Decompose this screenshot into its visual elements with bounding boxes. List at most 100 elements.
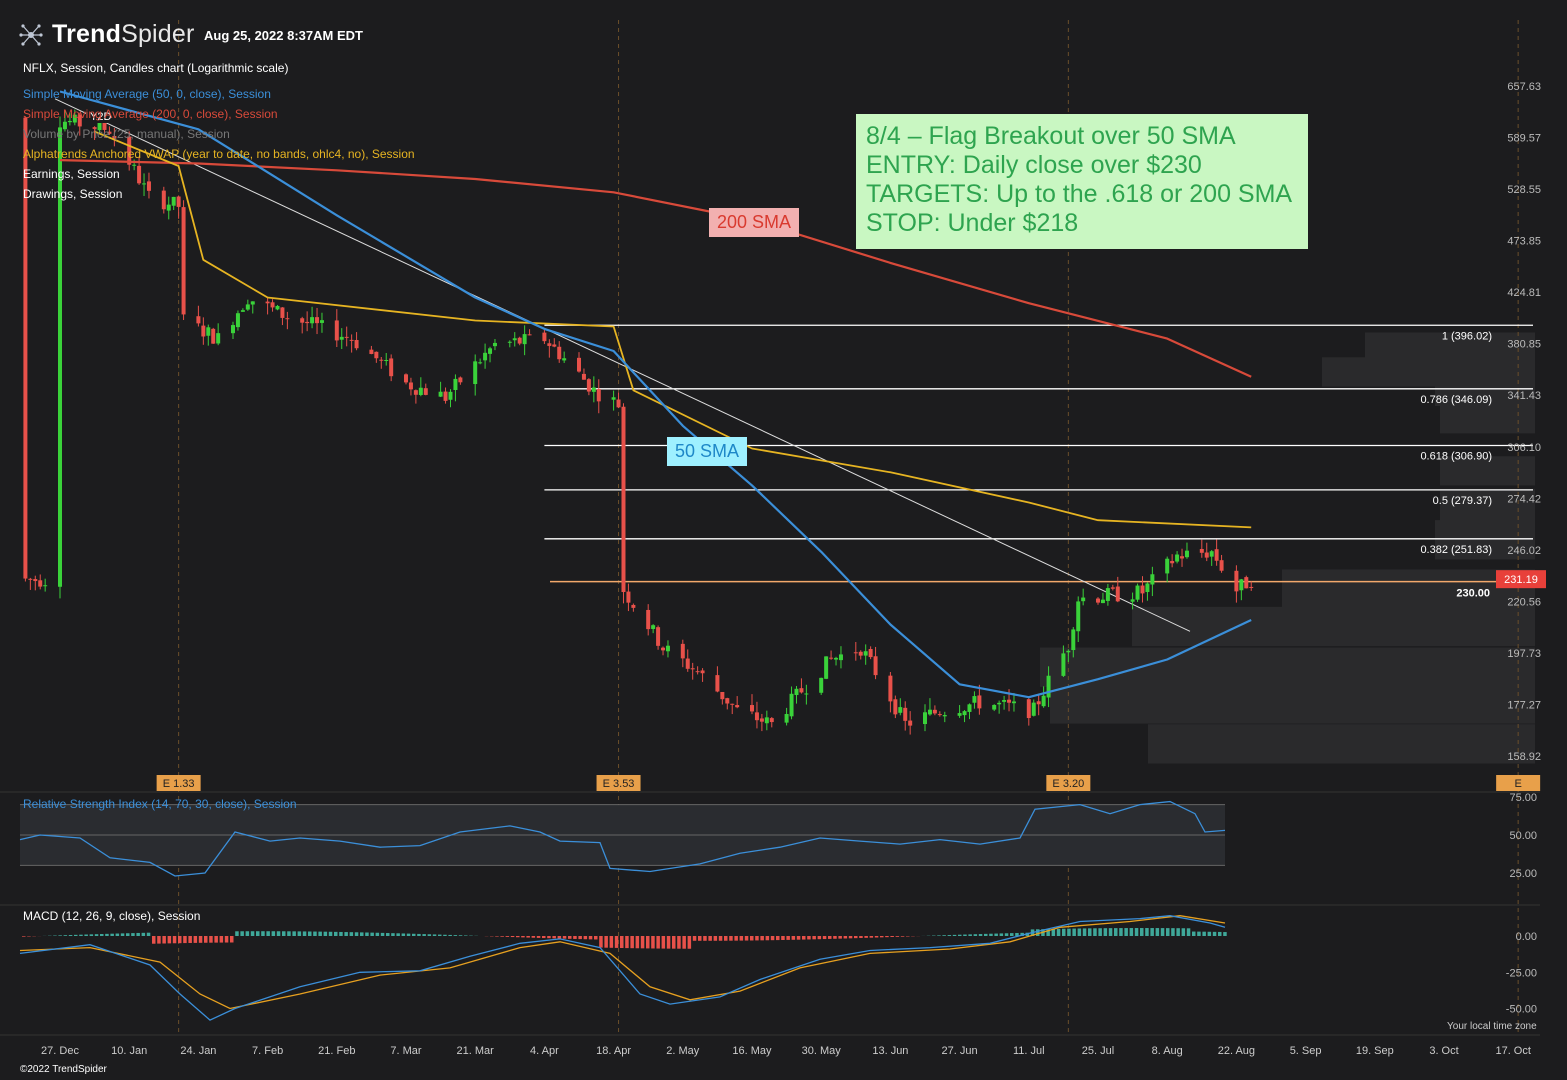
date-axis-label: 5. Sep xyxy=(1290,1045,1322,1057)
macd-histogram-bar xyxy=(968,934,972,936)
candle-body xyxy=(853,652,858,654)
macd-histogram-bar xyxy=(620,936,624,949)
macd-histogram-bar xyxy=(167,936,172,944)
candle-body xyxy=(977,695,982,709)
date-axis-label: 25. Jul xyxy=(1082,1045,1114,1057)
candle-body xyxy=(43,585,48,587)
entry-level-label: 230.00 xyxy=(1456,588,1490,600)
volume-profile-bar xyxy=(1050,684,1535,724)
candle-body xyxy=(838,654,843,661)
current-price-badge xyxy=(1496,570,1546,589)
candle-body xyxy=(665,645,670,652)
macd-histogram-bar xyxy=(235,931,239,936)
macd-histogram-bar xyxy=(443,934,447,936)
date-axis-label: 18. Apr xyxy=(596,1045,631,1057)
macd-histogram-bar xyxy=(999,933,1004,936)
price-axis-label: 274.42 xyxy=(1507,493,1541,505)
macd-histogram-bar xyxy=(172,936,177,944)
rsi-line xyxy=(19,800,1226,877)
macd-histogram-bar xyxy=(1103,928,1108,936)
macd-histogram-bar xyxy=(1010,933,1014,936)
date-axis-label: 3. Oct xyxy=(1429,1045,1458,1057)
macd-histogram-bar xyxy=(765,936,770,941)
indicator-drawings-label[interactable]: Drawings, Session xyxy=(23,187,123,201)
note-line: TARGETS: Up to the .618 or 200 SMA xyxy=(866,180,1293,208)
macd-histogram-bar xyxy=(224,936,229,943)
macd-histogram-bar xyxy=(412,933,416,936)
candle-body xyxy=(1007,699,1012,703)
anchored-vwap-line xyxy=(94,130,1252,529)
candle-body xyxy=(166,204,171,211)
candle-body xyxy=(720,691,725,700)
candle-body xyxy=(923,712,927,725)
macd-histogram-bar xyxy=(146,932,151,936)
macd-histogram-bar xyxy=(219,936,224,943)
candle-body xyxy=(1150,574,1155,585)
macd-histogram-bar xyxy=(391,933,395,936)
macd-histogram-bar xyxy=(573,936,577,939)
current-price-label: 231.19 xyxy=(1504,574,1538,586)
candle-body xyxy=(142,183,147,185)
indicator-volume-by-price-label[interactable]: Volume by Price (25, manual), Session xyxy=(23,127,230,141)
macd-histogram-bar xyxy=(1186,928,1191,936)
macd-histogram-bar xyxy=(744,936,749,941)
macd-histogram-bar xyxy=(781,936,785,940)
candle-body xyxy=(1110,587,1115,589)
candle-body xyxy=(646,609,651,630)
earnings-badge xyxy=(156,775,201,791)
macd-histogram-bar xyxy=(625,936,629,949)
macd-histogram-bar xyxy=(380,932,385,936)
indicator-sma50-label[interactable]: Simple Moving Average (50, 0, close), Se… xyxy=(23,87,271,101)
indicator-vwap-label[interactable]: Alphatrends Anchored VWAP (year to date,… xyxy=(23,147,415,161)
macd-line xyxy=(19,915,1226,1021)
note-line: STOP: Under $218 xyxy=(866,209,1079,237)
candle-body xyxy=(794,688,799,696)
indicator-sma200-label[interactable]: Simple Moving Average (200, 0, close), S… xyxy=(23,107,278,121)
macd-histogram-bar xyxy=(786,936,790,940)
candle-body xyxy=(1180,556,1185,559)
macd-histogram-bar xyxy=(1082,928,1087,936)
candle-body xyxy=(616,399,621,408)
candle-body xyxy=(1081,597,1086,602)
timezone-label[interactable]: Your local time zone xyxy=(1447,1021,1537,1032)
candle-body xyxy=(146,181,151,191)
macd-histogram-bar xyxy=(438,934,442,936)
price-axis-label: 177.27 xyxy=(1507,699,1541,711)
macd-histogram-bar xyxy=(791,936,796,940)
candle-body xyxy=(458,377,463,383)
candle-body xyxy=(799,688,804,693)
macd-histogram-bar xyxy=(1176,928,1180,936)
macd-histogram-bar xyxy=(495,936,499,937)
macd-histogram-bar xyxy=(68,935,73,936)
candle-body xyxy=(438,391,443,397)
macd-histogram-bar xyxy=(1124,928,1128,936)
candle-body xyxy=(725,698,730,704)
candle-body xyxy=(1036,701,1041,705)
candle-body xyxy=(1234,570,1239,592)
macd-histogram-bar xyxy=(110,933,114,936)
macd-histogram-bar xyxy=(698,936,702,941)
timestamp: Aug 25, 2022 8:37AM EDT xyxy=(204,28,363,43)
volume-profile-bar xyxy=(1365,332,1535,362)
sma200-callout[interactable]: 200 SMA xyxy=(709,208,800,237)
macd-histogram-bar xyxy=(183,936,187,944)
macd-histogram-bar xyxy=(739,936,744,941)
fib-level-label: 1 (396.02) xyxy=(1442,330,1492,342)
note-line: ENTRY: Daily close over $230 xyxy=(866,151,1202,179)
macd-histogram-bar xyxy=(214,936,218,943)
indicator-earnings-label[interactable]: Earnings, Session xyxy=(23,167,120,181)
macd-histogram-bar xyxy=(796,936,801,940)
candle-body xyxy=(552,344,557,347)
date-axis-label: 2. May xyxy=(666,1045,700,1057)
macd-histogram-bar xyxy=(1207,931,1212,936)
macd-histogram-bar xyxy=(1093,928,1097,936)
sma50-callout[interactable]: 50 SMA xyxy=(667,437,748,466)
earnings-badge-label: E xyxy=(1514,778,1521,790)
macd-histogram-bar xyxy=(500,936,504,937)
macd-histogram-bar xyxy=(406,933,411,936)
macd-histogram-bar xyxy=(360,932,364,936)
trade-note-box[interactable]: 8/4 – Flag Breakout over 50 SMA ENTRY: D… xyxy=(856,114,1308,249)
candle-body xyxy=(898,707,903,713)
macd-histogram-bar xyxy=(978,934,983,936)
